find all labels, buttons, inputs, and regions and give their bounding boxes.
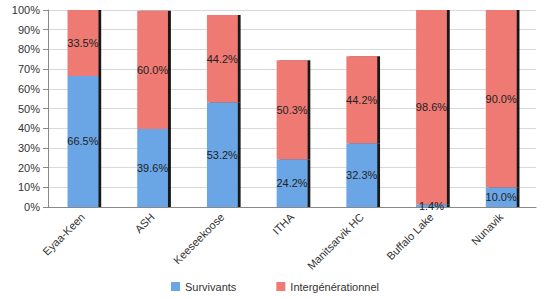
svg-text:90%: 90% bbox=[18, 24, 40, 36]
svg-text:70%: 70% bbox=[18, 63, 40, 75]
svg-text:39.6%: 39.6% bbox=[137, 162, 168, 174]
svg-text:Buffalo Lake: Buffalo Lake bbox=[384, 211, 436, 263]
svg-text:20%: 20% bbox=[18, 162, 40, 174]
svg-text:40%: 40% bbox=[18, 122, 40, 134]
svg-text:Keeseekoose: Keeseekoose bbox=[171, 211, 227, 267]
svg-text:30%: 30% bbox=[18, 142, 40, 154]
svg-text:32.3%: 32.3% bbox=[346, 169, 377, 181]
svg-text:ITHA: ITHA bbox=[270, 210, 297, 237]
svg-text:90.0%: 90.0% bbox=[486, 93, 517, 105]
svg-text:1.4%: 1.4% bbox=[419, 200, 444, 212]
svg-text:60%: 60% bbox=[18, 83, 40, 95]
svg-text:Survivants: Survivants bbox=[185, 281, 237, 293]
svg-text:44.2%: 44.2% bbox=[346, 94, 377, 106]
svg-text:Eyaa-Keen: Eyaa-Keen bbox=[40, 211, 87, 258]
svg-text:0%: 0% bbox=[24, 201, 40, 213]
svg-text:33.5%: 33.5% bbox=[67, 37, 98, 49]
svg-text:66.5%: 66.5% bbox=[67, 135, 98, 147]
svg-text:10.0%: 10.0% bbox=[486, 191, 517, 203]
svg-text:Intergénérationnel: Intergénérationnel bbox=[290, 281, 379, 293]
svg-text:98.6%: 98.6% bbox=[416, 101, 447, 113]
svg-text:50.3%: 50.3% bbox=[276, 104, 307, 116]
svg-text:Nunavik: Nunavik bbox=[469, 210, 506, 247]
svg-text:24.2%: 24.2% bbox=[276, 177, 307, 189]
svg-text:10%: 10% bbox=[18, 181, 40, 193]
svg-text:50%: 50% bbox=[18, 103, 40, 115]
svg-text:60.0%: 60.0% bbox=[137, 64, 168, 76]
svg-text:44.2%: 44.2% bbox=[207, 53, 238, 65]
svg-text:53.2%: 53.2% bbox=[207, 149, 238, 161]
svg-text:100%: 100% bbox=[12, 4, 40, 16]
svg-text:ASH: ASH bbox=[132, 211, 157, 236]
svg-text:Manitsarvik HC: Manitsarvik HC bbox=[305, 211, 366, 272]
svg-text:80%: 80% bbox=[18, 43, 40, 55]
